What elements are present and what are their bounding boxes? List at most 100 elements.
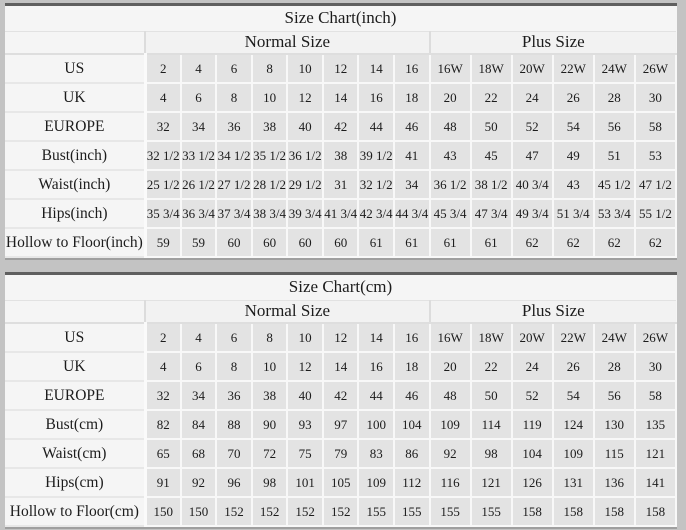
- size-value-cell: 59: [179, 227, 218, 258]
- row-label: Waist(inch): [5, 170, 147, 200]
- size-value-cell: 32 1/2: [357, 169, 396, 200]
- size-value-cell: 30: [633, 351, 678, 382]
- size-value-cell: 35 3/4: [144, 198, 182, 229]
- row-label: Hips(inch): [5, 199, 147, 229]
- size-value-cell: 16: [393, 53, 431, 84]
- size-value-cell: 91: [144, 467, 182, 498]
- size-value-cell: 4: [179, 53, 218, 84]
- size-value-cell: 28 1/2: [250, 169, 289, 200]
- size-value-cell: 6: [179, 351, 218, 382]
- size-value-cell: 152: [250, 496, 289, 527]
- size-value-cell: 90: [250, 409, 289, 440]
- size-row: US 2 4 6 8 10 12 14 16 16W 18W 20W 22W 24W 26W: [5, 53, 678, 84]
- size-value-cell: 59: [144, 227, 182, 258]
- size-value-cell: 14: [357, 322, 396, 353]
- table-title: Size Chart(inch): [5, 6, 676, 32]
- group-header-normal-size: Normal Size: [144, 300, 430, 324]
- size-value-cell: 155: [469, 496, 513, 527]
- size-value-cell: 10: [250, 351, 289, 382]
- size-value-cell: 141: [633, 467, 678, 498]
- size-value-cell: 121: [633, 438, 678, 469]
- size-row: EUROPE 32 34 36 38 40 42 44 46 48 50 52 54 56 58: [5, 380, 678, 411]
- size-value-cell: 50: [469, 380, 513, 411]
- size-value-cell: 44 3/4: [393, 198, 431, 229]
- size-value-cell: 6: [179, 82, 218, 113]
- size-value-cell: 32 1/2: [144, 140, 182, 171]
- size-value-cell: 61: [469, 227, 513, 258]
- size-value-cell: 37 3/4: [215, 198, 253, 229]
- size-value-cell: 45: [469, 140, 513, 171]
- size-value-cell: 22: [469, 82, 513, 113]
- size-value-cell: 16W: [428, 53, 472, 84]
- size-value-cell: 136: [592, 467, 636, 498]
- size-value-cell: 152: [286, 496, 324, 527]
- size-value-cell: 16: [357, 351, 396, 382]
- size-value-cell: 61: [428, 227, 472, 258]
- size-value-cell: 43: [428, 140, 472, 171]
- size-value-cell: 2: [144, 53, 182, 84]
- row-label: Bust(inch): [5, 141, 147, 171]
- size-row: US 2 4 6 8 10 12 14 16 16W 18W 20W 22W 24W 26W: [5, 322, 678, 353]
- size-value-cell: 44: [357, 111, 396, 142]
- size-value-cell: 27 1/2: [215, 169, 253, 200]
- size-row: Bust(cm) 82 84 88 90 93 97 100 104 109 114 119 124 13…: [5, 409, 678, 440]
- size-value-cell: 98: [250, 467, 289, 498]
- size-value-cell: 46: [393, 380, 431, 411]
- size-value-cell: 112: [393, 467, 431, 498]
- row-label: UK: [5, 352, 147, 382]
- size-value-cell: 25 1/2: [144, 169, 182, 200]
- table-title-row: Size Chart(cm): [5, 275, 676, 301]
- size-chart-cm-grid: Size Chart(cm) Normal Size Plus Size US 2…: [5, 275, 678, 527]
- size-value-cell: 46: [393, 111, 431, 142]
- row-label: Waist(cm): [5, 439, 147, 469]
- size-value-cell: 53 3/4: [592, 198, 636, 229]
- group-header-spacer: [5, 31, 146, 55]
- size-value-cell: 16: [393, 322, 431, 353]
- size-value-cell: 4: [179, 322, 218, 353]
- size-value-cell: 30: [633, 82, 678, 113]
- size-value-cell: 47 3/4: [469, 198, 513, 229]
- size-value-cell: 28: [592, 82, 636, 113]
- size-value-cell: 52: [510, 111, 554, 142]
- size-value-cell: 14: [357, 53, 396, 84]
- size-chart-inch-table: Size Chart(inch) Normal Size Plus Size U…: [5, 3, 678, 258]
- size-value-cell: 152: [321, 496, 360, 527]
- size-value-cell: 36: [215, 111, 253, 142]
- size-value-cell: 49: [551, 140, 595, 171]
- size-value-cell: 155: [357, 496, 396, 527]
- size-value-cell: 38: [250, 380, 289, 411]
- size-value-cell: 4: [144, 351, 182, 382]
- size-value-cell: 8: [250, 53, 289, 84]
- row-label: Hollow to Floor(cm): [5, 497, 147, 527]
- size-value-cell: 32: [144, 111, 182, 142]
- size-value-cell: 98: [469, 438, 513, 469]
- size-row: Bust(inch) 32 1/2 33 1/2 34 1/2 35 1/2 36 1/2…: [5, 140, 678, 171]
- size-value-cell: 34 1/2: [215, 140, 253, 171]
- size-value-cell: 60: [215, 227, 253, 258]
- size-value-cell: 20W: [510, 322, 554, 353]
- size-value-cell: 88: [215, 409, 253, 440]
- size-value-cell: 36: [215, 380, 253, 411]
- size-value-cell: 47: [510, 140, 554, 171]
- size-value-cell: 101: [286, 467, 324, 498]
- size-value-cell: 18W: [469, 53, 513, 84]
- size-value-cell: 22: [469, 351, 513, 382]
- size-value-cell: 62: [592, 227, 636, 258]
- size-value-cell: 44: [357, 380, 396, 411]
- size-value-cell: 84: [179, 409, 218, 440]
- size-value-cell: 158: [592, 496, 636, 527]
- size-value-cell: 83: [357, 438, 396, 469]
- group-header-plus-size: Plus Size: [428, 300, 676, 324]
- size-value-cell: 8: [250, 322, 289, 353]
- size-value-cell: 42: [321, 111, 360, 142]
- size-value-cell: 33 1/2: [179, 140, 218, 171]
- size-value-cell: 12: [321, 322, 360, 353]
- size-value-cell: 65: [144, 438, 182, 469]
- row-label: UK: [5, 83, 147, 113]
- row-label: US: [5, 323, 147, 353]
- size-value-cell: 41 3/4: [321, 198, 360, 229]
- size-value-cell: 39 3/4: [286, 198, 324, 229]
- size-value-cell: 58: [633, 111, 678, 142]
- size-value-cell: 43: [551, 169, 595, 200]
- size-value-cell: 109: [357, 467, 396, 498]
